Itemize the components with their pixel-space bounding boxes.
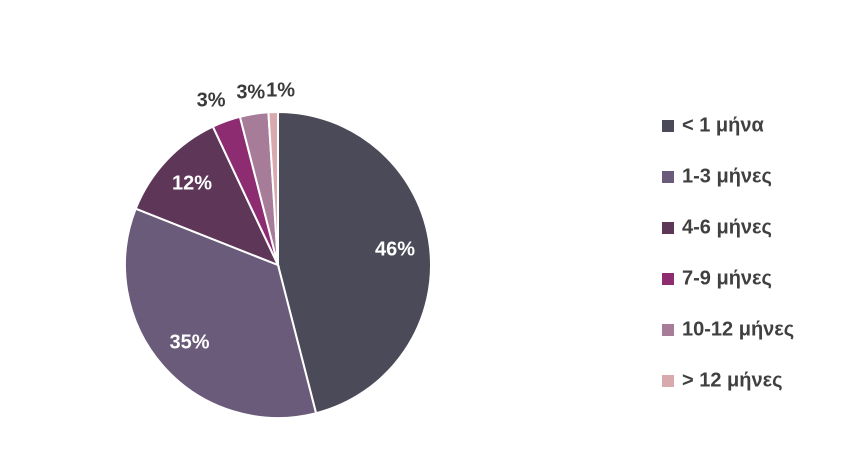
legend-label: 4-6 μήνες: [682, 216, 772, 238]
value-label: 12%: [172, 173, 212, 195]
legend-swatch: [662, 324, 674, 336]
legend-swatch: [662, 375, 674, 387]
legend-swatch: [662, 222, 674, 234]
value-label: 3%: [236, 81, 265, 103]
value-label: 35%: [169, 331, 209, 353]
legend-label: > 12 μήνες: [682, 369, 783, 391]
pie-slice: [277, 110, 432, 415]
value-label: 46%: [375, 238, 415, 260]
pie-slice: [134, 125, 280, 267]
value-label: 1%: [266, 79, 295, 101]
legend-swatch: [662, 273, 674, 285]
pie-slice: [267, 110, 279, 266]
legend-label: 10-12 μήνες: [682, 318, 794, 340]
pie-slice: [124, 207, 318, 419]
legend-label: < 1 μήνα: [682, 114, 764, 136]
value-label: 3%: [197, 90, 226, 112]
legend-label: 7-9 μήνες: [682, 267, 772, 289]
legend-swatch: [662, 120, 674, 132]
legend-swatch: [662, 171, 674, 183]
legend-label: 1-3 μήνες: [682, 165, 772, 187]
